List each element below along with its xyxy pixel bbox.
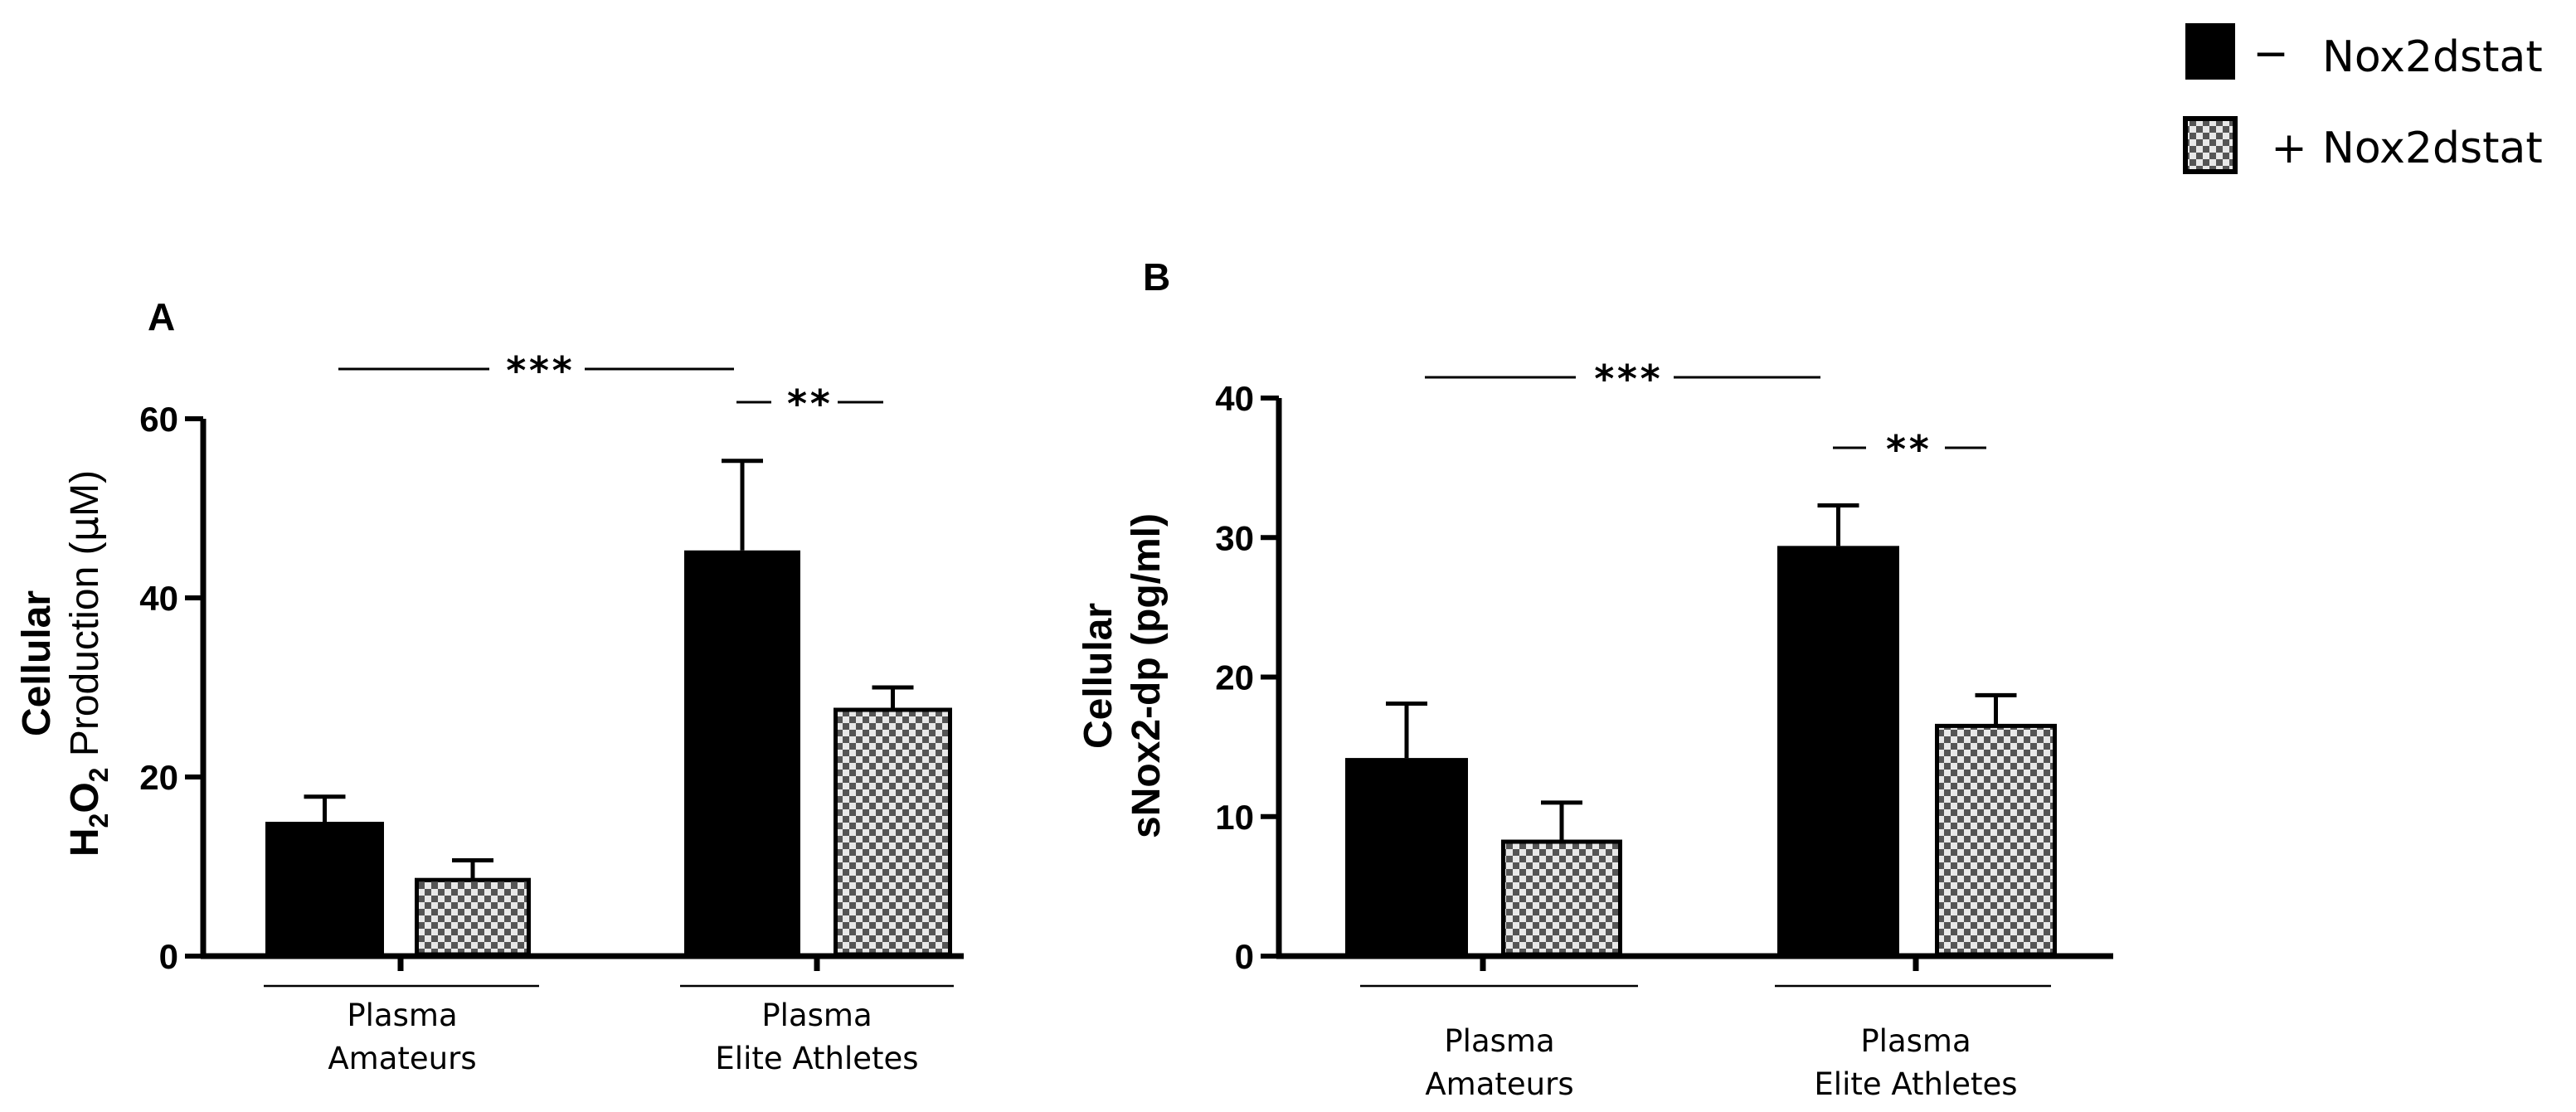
panel-a-bar-minus-nox2dstat (684, 550, 800, 956)
panel-b-ytick-label: 0 (1235, 937, 1254, 976)
panel-a-plot: 0 20 40 60 Plasma Amateurs Plasma Elite Athlete… (139, 348, 964, 1076)
panel-b-group-label-line1: Plasma (1860, 1023, 1971, 1059)
panel-b-bar-plus-nox2dstat (1501, 839, 1622, 957)
panel-b-ylabel-line1: Cellular (1077, 603, 1120, 749)
panel-a-ytick-label: 40 (139, 579, 178, 618)
legend-label-minus: Nox2dstat (2322, 32, 2543, 82)
panel-a-bar-plus-nox2dstat (415, 877, 531, 957)
legend-sign-minus: − (2253, 29, 2289, 79)
legend-label-plus: Nox2dstat (2322, 124, 2543, 173)
panel-a-ylabel-line1: Cellular (15, 590, 59, 736)
panel-a-ytick-label: 20 (139, 758, 178, 797)
panel-b-group-label-line1: Plasma (1444, 1023, 1554, 1059)
panel-b-group-label-line2: Elite Athletes (1814, 1066, 2017, 1102)
panel-b-ytick-label: 10 (1215, 798, 1254, 837)
panel-a-group-label-line2: Elite Athletes (715, 1041, 918, 1076)
panel-a-bar-minus-nox2dstat (265, 822, 384, 956)
panel-b-ytick-label: 40 (1215, 379, 1254, 418)
panel-b-bar-plus-nox2dstat (1935, 723, 2057, 957)
panel-a-group-label-line1: Plasma (761, 998, 872, 1033)
panel-a-sig-label-between: *** (504, 348, 573, 393)
panel-b-group-label-line2: Amateurs (1425, 1066, 1573, 1102)
legend-swatch-checker (2183, 116, 2238, 174)
panel-b: B Cellular sNox2-dp (pg/ml) 0 10 20 30 40 Pla… (1077, 255, 2113, 1102)
panel-b-bar-minus-nox2dstat (1345, 758, 1468, 956)
panel-a-bar-plus-nox2dstat (834, 707, 952, 957)
legend-sign-plus: + (2271, 124, 2307, 173)
panel-b-ylabel-line2: sNox2-dp (pg/ml) (1125, 513, 1169, 838)
panel-b-ytick-label: 20 (1215, 658, 1254, 697)
panel-a-group-label-line1: Plasma (347, 998, 457, 1033)
panel-b-bar-minus-nox2dstat (1777, 546, 1899, 956)
legend: − Nox2dstat + Nox2dstat (2183, 23, 2543, 174)
panel-b-sig-label-between: *** (1592, 357, 1661, 401)
legend-swatch-solid (2185, 23, 2235, 80)
panel-a-ylabel-line2: H2O2 Production (μM) (61, 470, 114, 857)
panel-b-letter: B (1143, 255, 1170, 299)
panel-b-plot: 0 10 20 30 40 Plasma Amateurs Plasma Elite Athle… (1215, 357, 2113, 1102)
panel-b-sig-label-within: ** (1884, 427, 1930, 472)
panel-a-ytick-label: 60 (139, 400, 178, 439)
panel-a-sig-label-within: ** (785, 381, 831, 426)
panel-a-letter: A (148, 295, 175, 338)
panel-a-ytick-label: 0 (159, 937, 178, 976)
panel-b-ytick-label: 30 (1215, 518, 1254, 557)
panel-a: A Cellular H2O2 Production (μM) 0 20 40 60 P… (15, 295, 964, 1076)
panel-a-group-label-line2: Amateurs (328, 1041, 476, 1076)
